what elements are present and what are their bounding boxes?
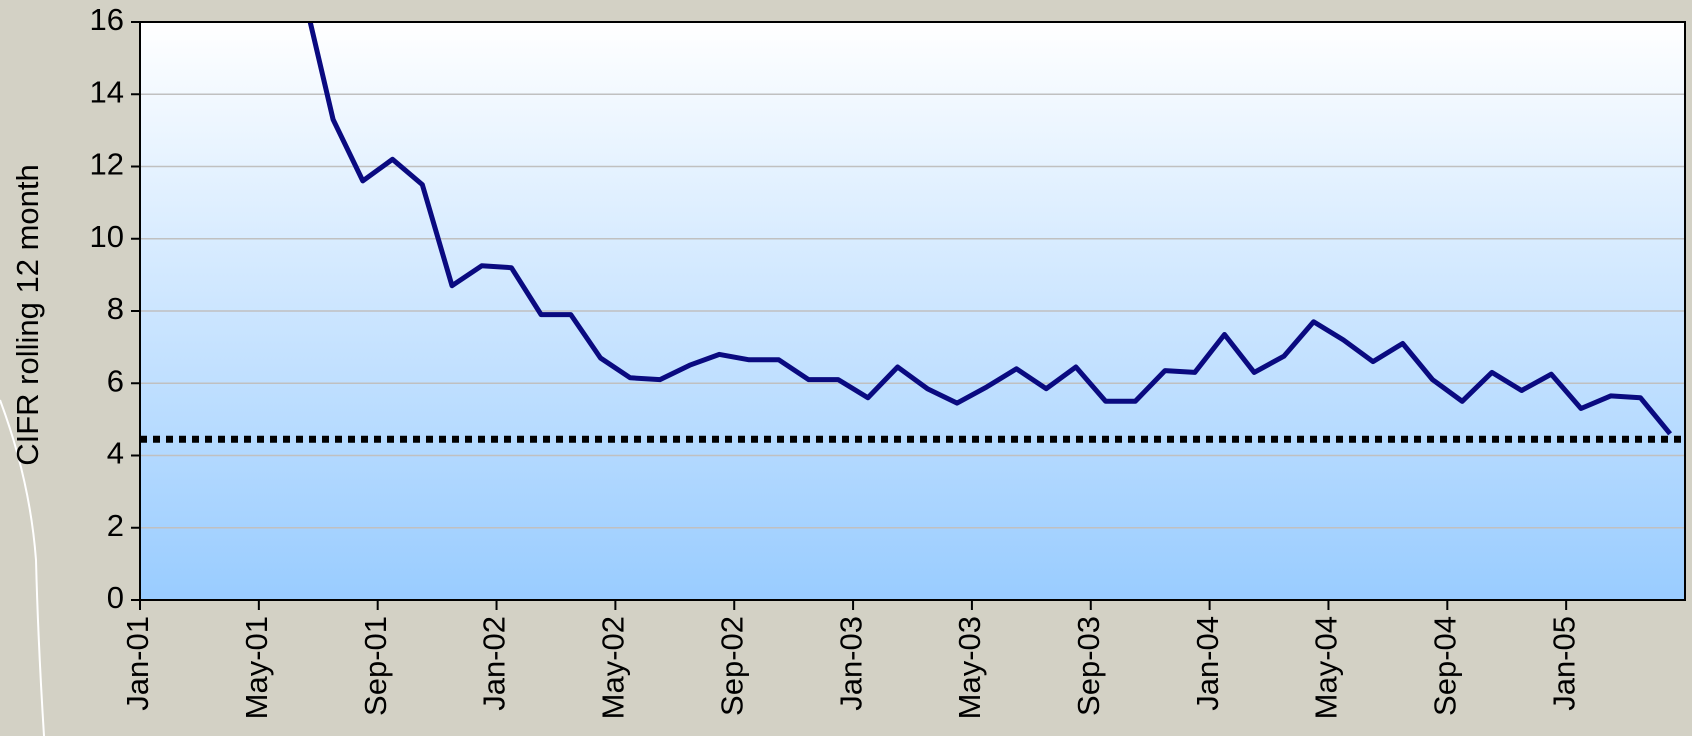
x-tick-label: May-01 [239, 616, 274, 719]
x-tick-label: Jan-05 [1546, 616, 1581, 711]
y-tick-label: 0 [107, 580, 124, 615]
y-tick-label: 8 [107, 291, 124, 326]
x-tick-label: Jan-03 [833, 616, 868, 711]
x-tick-label: Jan-04 [1190, 616, 1225, 711]
decoration [0, 399, 45, 736]
plot-border [139, 21, 1686, 601]
y-tick-label: 4 [107, 436, 124, 471]
x-tick-label: May-04 [1309, 616, 1344, 719]
y-tick-label: 10 [90, 219, 124, 254]
x-tick-label: May-03 [952, 616, 987, 719]
x-tick-label: Jan-01 [120, 616, 155, 711]
y-tick-label: 14 [90, 74, 124, 109]
x-tick-label: May-02 [596, 616, 631, 719]
x-tick-label: Sep-01 [358, 616, 393, 716]
y-tick-label: 2 [107, 508, 124, 543]
y-tick-label: 6 [107, 363, 124, 398]
y-tick-label: 12 [90, 147, 124, 182]
x-tick-label: Sep-02 [714, 616, 749, 716]
x-tick-label: Jan-02 [477, 616, 512, 711]
x-tick-label: Sep-03 [1071, 616, 1106, 716]
data-line [307, 22, 1673, 436]
y-axis-label: CIFR rolling 12 month [10, 164, 45, 466]
y-tick-label: 16 [90, 2, 124, 37]
x-tick-label: Sep-04 [1427, 616, 1462, 716]
